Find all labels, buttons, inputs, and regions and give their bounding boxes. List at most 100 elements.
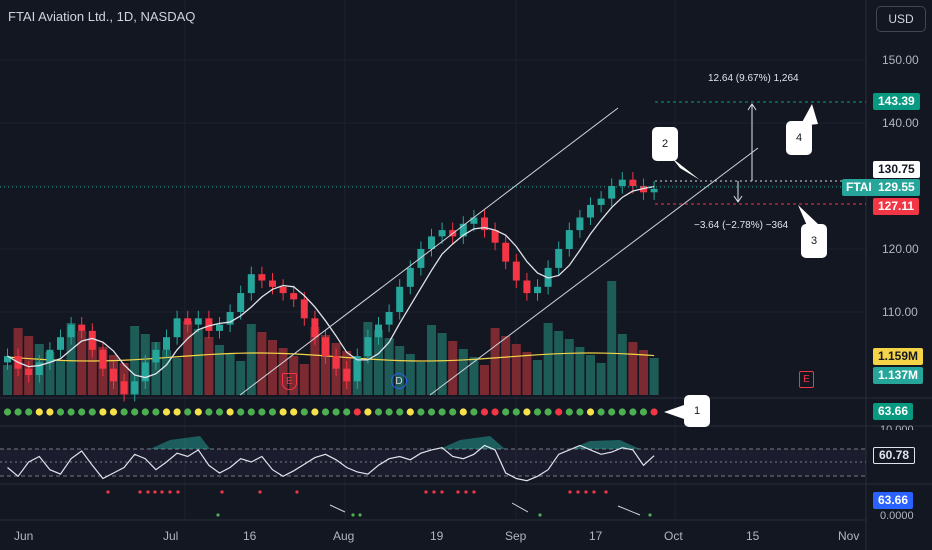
volume-bar: [321, 335, 330, 395]
indicator3-zero-label: 0.0000: [880, 510, 914, 519]
volume-ma-line: [7, 352, 655, 362]
earnings-badge-1[interactable]: E: [282, 373, 297, 390]
volume-bar: [384, 338, 394, 395]
indicator-dot: [141, 408, 149, 416]
indicator-dot: [597, 408, 605, 416]
volume-bar: [448, 341, 458, 395]
current-price-tag: 129.55: [873, 179, 920, 196]
candle-body: [226, 312, 234, 325]
indicator-dot: [268, 408, 277, 416]
indicator-dot: [120, 408, 128, 416]
candle-body: [141, 362, 149, 382]
time-label-15: 15: [746, 529, 760, 543]
candle-body: [512, 261, 520, 281]
chart-title[interactable]: FTAI Aviation Ltd., 1D, NASDAQ: [8, 9, 196, 24]
signal-dot-sell: [153, 490, 157, 494]
volume-bar: [586, 355, 595, 395]
candle-body: [629, 179, 637, 186]
indicator-dot: [162, 408, 171, 416]
candle-body: [88, 330, 96, 350]
measure-down-label: −3.64 (−2.78%) −364: [694, 220, 789, 231]
volume-bar: [628, 342, 638, 395]
callout-2[interactable]: 2: [652, 127, 678, 161]
volume-bar: [617, 334, 627, 395]
volume-bar: [172, 358, 182, 395]
volume-bar: [130, 326, 140, 395]
volume-bar: [458, 349, 468, 395]
candle-body: [502, 242, 510, 262]
candle-body: [205, 318, 213, 331]
volume-bar: [490, 328, 500, 395]
candle-body: [597, 198, 605, 205]
signal-dot-buy: [358, 513, 362, 517]
signal-arrow-2: [511, 502, 529, 513]
candle-body: [576, 217, 584, 231]
dividend-badge[interactable]: D: [391, 373, 407, 389]
candle-body: [332, 356, 340, 369]
signal-dot-sell: [138, 490, 142, 494]
indicator-dot: [290, 408, 298, 416]
indicator-dot: [353, 408, 361, 416]
volume-bar: [3, 365, 12, 395]
measure-up-label: 12.64 (9.67%) 1,264: [708, 73, 799, 84]
channel-upper-line[interactable]: [239, 107, 619, 396]
candle-body: [428, 236, 435, 249]
indicator-dot: [35, 408, 43, 416]
indicator-dot: [237, 408, 245, 416]
candle-body: [385, 312, 393, 325]
volume-ma-tag: 1.159M: [873, 348, 924, 365]
indicator-dot: [46, 408, 54, 416]
signal-dot-sell: [220, 490, 224, 494]
signal-dot-sell: [472, 490, 476, 494]
candle-body: [35, 362, 43, 375]
callout-1[interactable]: 1: [684, 395, 710, 427]
earnings-badge-2[interactable]: E: [799, 371, 814, 388]
callout-3[interactable]: 3: [801, 224, 827, 258]
volume-bar: [639, 350, 648, 395]
signal-dot-sell: [440, 490, 444, 494]
indicator-dot: [99, 408, 107, 416]
indicator-dot: [14, 408, 22, 416]
candle-body: [173, 318, 181, 338]
indicator-dot: [194, 408, 202, 416]
rsi-value-tag: 60.78: [873, 447, 916, 464]
candle-body: [406, 267, 414, 287]
measure-up-arrowhead: [747, 103, 757, 111]
indicator-dot: [385, 408, 393, 416]
volume-bar: [543, 323, 553, 395]
candle-body: [534, 286, 541, 294]
candle-body: [438, 230, 446, 237]
volume-bar: [77, 331, 87, 395]
callout-4[interactable]: 4: [786, 121, 812, 155]
indicator-dot: [247, 408, 255, 416]
signal-dot-sell: [456, 490, 460, 494]
indicator-dot: [502, 408, 510, 416]
volume-bar: [193, 329, 203, 395]
volume-bar: [469, 357, 479, 395]
symbol-tag: FTAI: [842, 179, 876, 196]
candle-body: [565, 230, 573, 249]
signal-dot-sell: [295, 490, 299, 494]
currency-button[interactable]: USD: [876, 6, 926, 32]
rsi-overbought-fill-3: [570, 440, 640, 449]
indicator-dot: [491, 408, 499, 416]
volume-bar: [299, 364, 309, 395]
signal-dot-sell: [258, 490, 262, 494]
indicator3-tag: 63.66: [873, 492, 914, 509]
candle-body: [523, 280, 531, 294]
indicator-dot: [215, 408, 224, 416]
volume-bar: [522, 352, 532, 395]
candle-body: [46, 349, 54, 363]
target-up-price-tag: 143.39: [873, 93, 920, 110]
indicator-dot: [417, 408, 425, 416]
indicator-dot: [396, 408, 404, 416]
signal-dot-sell: [584, 490, 588, 494]
indicator-dot: [459, 408, 467, 416]
channel-lower-line[interactable]: [429, 147, 759, 396]
signal-dots: [106, 490, 652, 517]
candle-body: [258, 274, 266, 281]
volume-bar: [225, 353, 235, 395]
signal-dot-sell: [576, 490, 580, 494]
candle-body: [290, 293, 298, 300]
